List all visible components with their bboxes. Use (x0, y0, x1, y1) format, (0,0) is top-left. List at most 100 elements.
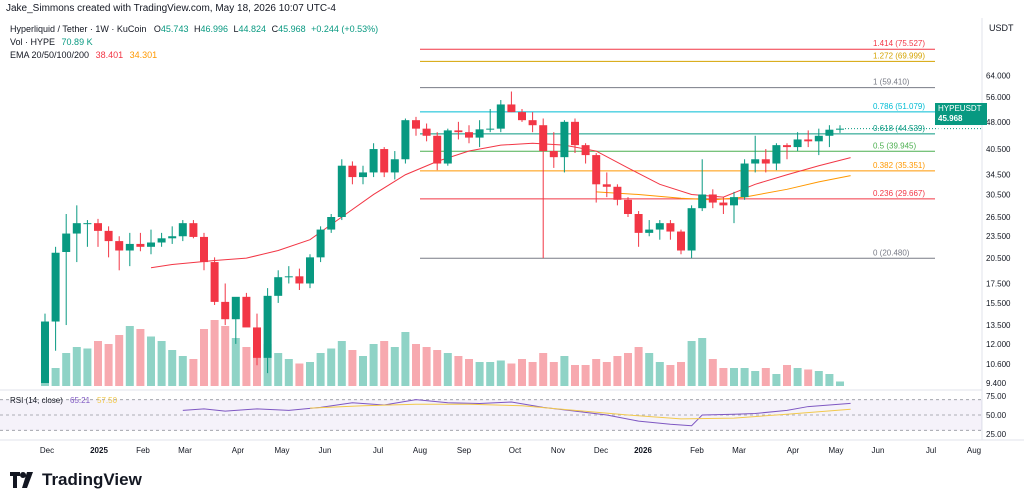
candle-body (443, 130, 452, 164)
candle-body (337, 165, 346, 217)
rsi-ma-line (309, 403, 851, 420)
x-tick-label: Jul (373, 446, 383, 455)
y-tick-label: 48.000 (986, 118, 1011, 127)
candle-body (751, 159, 760, 164)
volume-bar (231, 338, 240, 386)
volume-bar (761, 368, 770, 386)
ohlc-change: +0.244 (+0.53%) (311, 24, 379, 34)
volume-bar (284, 359, 293, 386)
volume-bar (422, 347, 431, 386)
candle-body (189, 223, 198, 237)
candle-body (761, 159, 770, 164)
candle-body (104, 230, 113, 242)
ema20-line (150, 142, 851, 269)
volume-bar (189, 359, 198, 386)
candle-body (242, 296, 251, 328)
candle-body (804, 139, 813, 142)
candle-body (465, 132, 473, 138)
candle-body (253, 327, 261, 358)
x-tick-label: Aug (413, 446, 427, 455)
candle-body (433, 135, 442, 164)
volume-bar (507, 363, 516, 386)
candle-body (200, 236, 208, 263)
y-tick-label: 30.500 (986, 190, 1011, 199)
candle-body (94, 223, 102, 231)
volume-bar (687, 341, 696, 386)
volume-bar (624, 353, 632, 386)
volume-bar (751, 371, 760, 386)
x-tick-label: Mar (178, 446, 192, 455)
x-tick-label: May (274, 446, 289, 455)
tradingview-logo-icon (10, 472, 36, 488)
volume-bar (316, 353, 325, 386)
candle-body (221, 301, 230, 320)
volume-bar (655, 362, 664, 386)
candle-body (284, 276, 293, 278)
y-tick-label: 17.500 (986, 279, 1011, 288)
x-tick-label: Feb (690, 446, 704, 455)
candle-body (295, 276, 304, 284)
volume-bar (242, 347, 251, 386)
fib-level-label: 0 (20.480) (873, 248, 910, 257)
candle-body (359, 172, 367, 178)
volume-bar (677, 362, 685, 386)
candle-body (306, 257, 314, 284)
volume-bar (454, 356, 463, 386)
y-tick-label: 10.600 (986, 360, 1011, 369)
y-tick-label: 56.000 (986, 93, 1011, 102)
x-tick-label: Apr (787, 446, 800, 455)
price-tag-countdown: 6d 10h (938, 124, 963, 133)
candle-body (793, 139, 802, 148)
candle-body (486, 128, 495, 130)
candle-body (168, 236, 177, 239)
y-tick-label: 15.500 (986, 299, 1011, 308)
x-tick-label: Jun (319, 446, 332, 455)
candle-body (528, 120, 537, 126)
candle-body (316, 229, 325, 258)
volume-bar (369, 344, 378, 386)
volume-bar (804, 369, 813, 386)
candle-body (836, 128, 844, 130)
ohlc-open: 45.743 (160, 24, 189, 34)
volume-bar (401, 332, 410, 386)
candle-body (708, 194, 717, 203)
volume-bar (772, 374, 781, 386)
volume-bar (666, 365, 675, 386)
candle-body (422, 128, 431, 136)
y-tick-label: 9.400 (986, 379, 1007, 388)
candle-body (730, 197, 738, 206)
candle-body (549, 151, 558, 158)
volume-bar (581, 365, 590, 386)
volume-label: Vol · HYPE (10, 37, 56, 47)
volume-bar (62, 353, 71, 386)
volume-bar (210, 320, 219, 386)
volume-bar (221, 326, 230, 386)
volume-bar (327, 348, 336, 386)
tradingview-brand[interactable]: TradingView (10, 470, 142, 490)
candle-body (783, 145, 791, 148)
volume-bar (645, 353, 654, 386)
y-tick-label: 23.500 (986, 232, 1011, 241)
fib-level-label: 1.272 (69.999) (873, 51, 925, 60)
volume-bar (94, 341, 102, 386)
y-tick-label: 12.000 (986, 340, 1011, 349)
ema50-line (596, 175, 851, 201)
volume-bar (730, 368, 738, 386)
volume-bar (295, 363, 304, 386)
volume-bar (740, 368, 749, 386)
fib-level-label: 0.382 (35.351) (873, 161, 925, 170)
volume-bar (560, 356, 569, 386)
volume-bar (793, 368, 802, 386)
volume-bar (157, 341, 166, 386)
rsi-legend-ma: 57.50 (97, 396, 118, 405)
candle-body (62, 233, 71, 252)
volume-bar (51, 368, 60, 386)
candle-body (634, 214, 643, 233)
candle-body (571, 121, 579, 146)
symbol-title: Hyperliquid / Tether · 1W · KuCoin (10, 24, 147, 34)
ohlc-low: 44.824 (238, 24, 267, 34)
candle-body (655, 223, 664, 230)
ema-label: EMA 20/50/100/200 (10, 50, 90, 60)
volume-bar (783, 365, 791, 386)
